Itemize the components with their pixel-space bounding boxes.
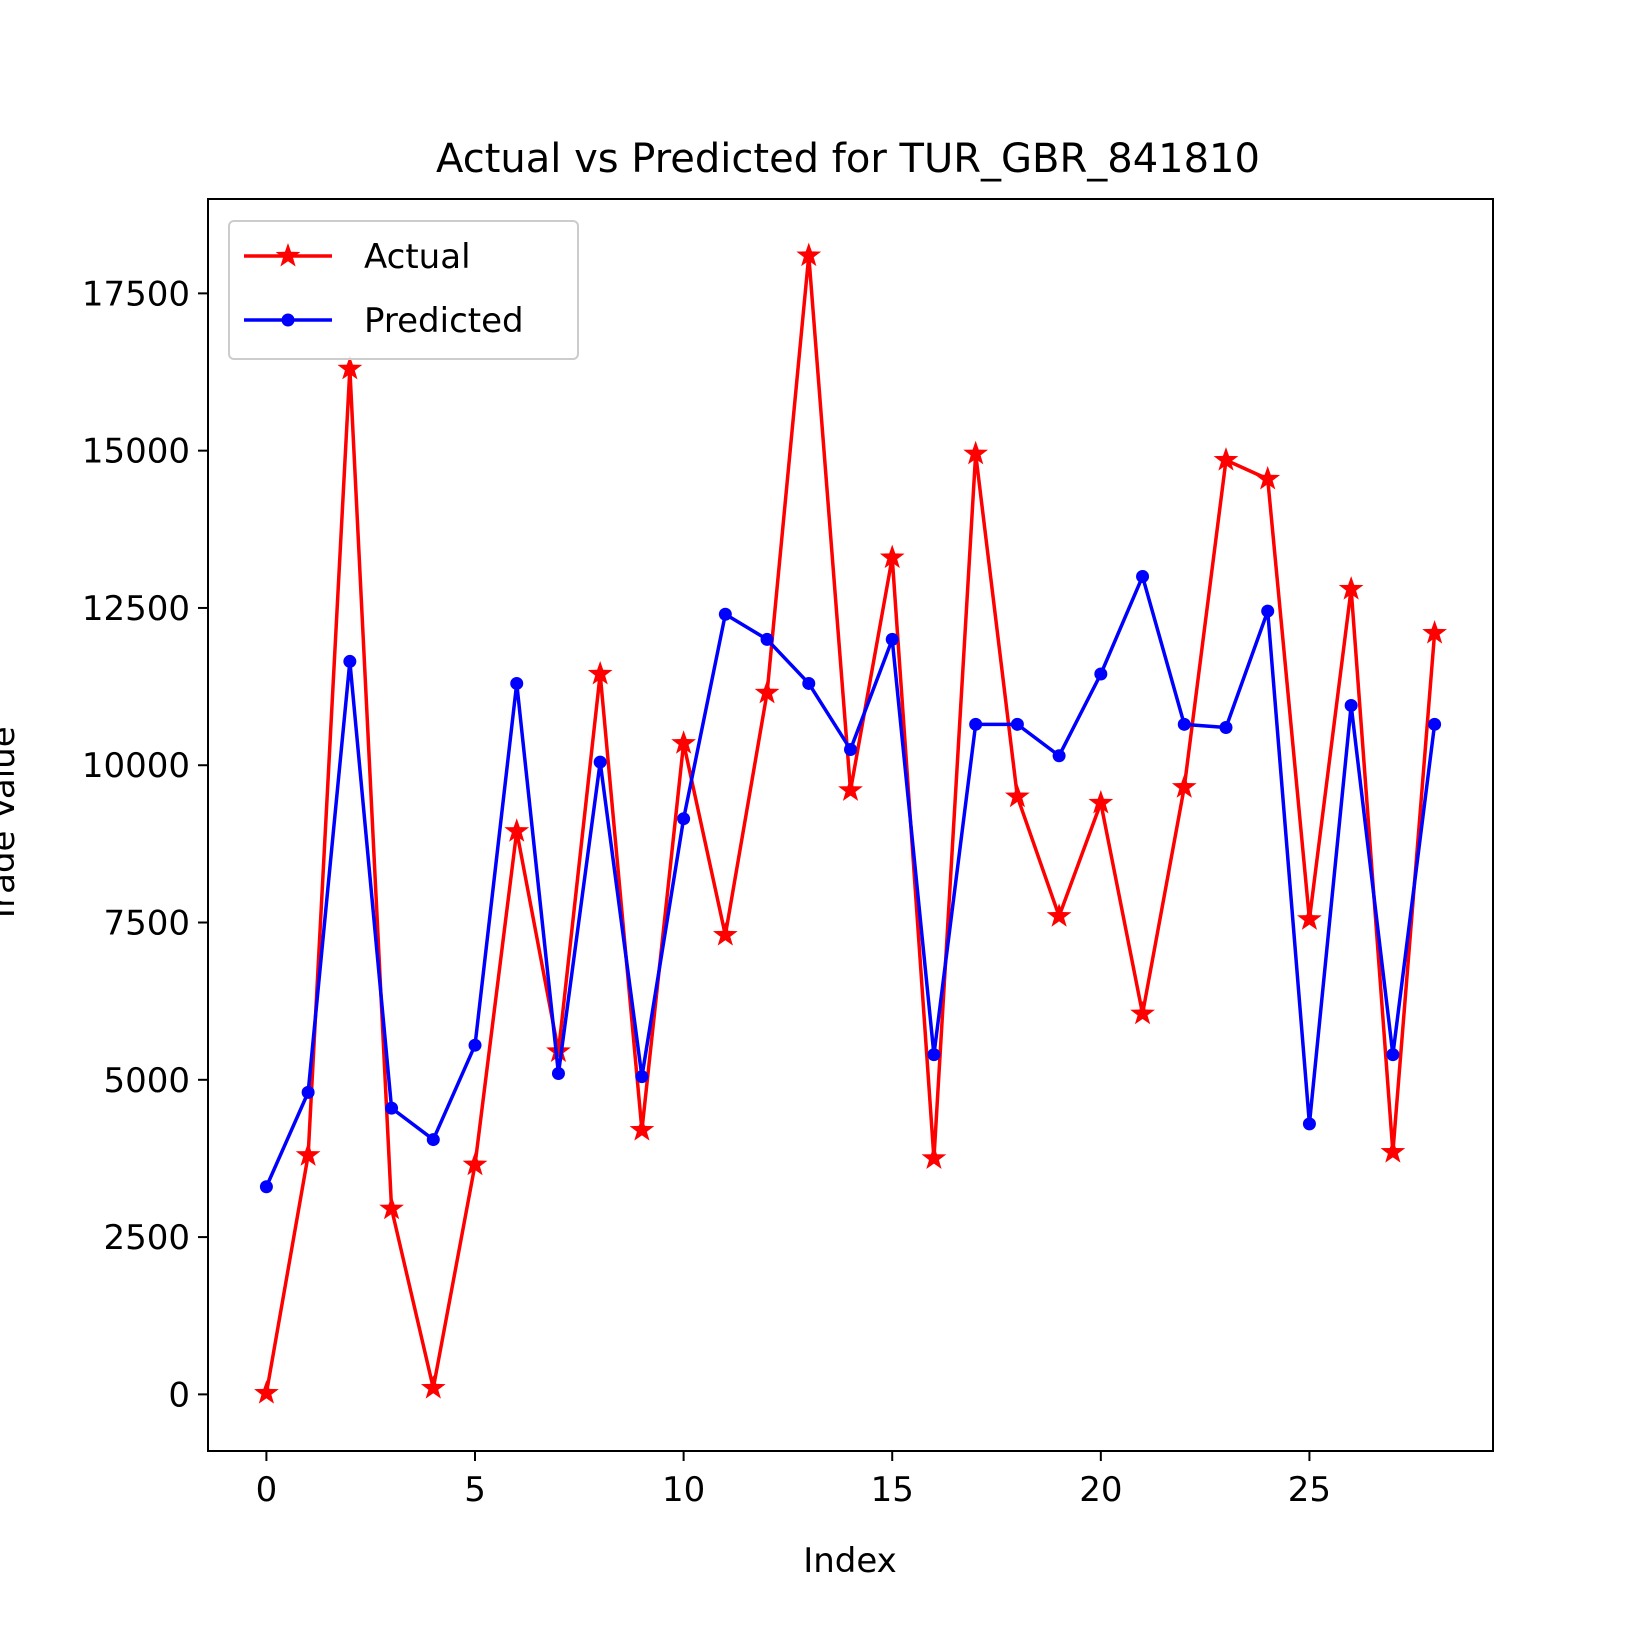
point-actual-10 [671,730,696,754]
point-actual-8 [587,661,613,685]
point-predicted-28 [1428,717,1442,731]
point-actual-2 [337,355,363,380]
point-actual-25 [1297,906,1322,930]
point-predicted-7 [551,1067,565,1081]
point-actual-27 [1380,1139,1406,1163]
point-actual-5 [462,1151,488,1176]
y-tick-label-2: 5000 [103,1061,190,1101]
point-actual-18 [1005,783,1030,808]
legend-marker-actual [275,243,301,267]
point-predicted-19 [1052,749,1066,763]
point-actual-26 [1338,576,1364,600]
x-tick-label-2: 10 [662,1470,705,1510]
point-predicted-6 [510,676,524,690]
point-actual-14 [838,777,863,801]
point-predicted-24 [1261,604,1275,618]
point-actual-1 [295,1142,321,1166]
legend-marker-predicted [281,313,295,327]
point-actual-7 [546,1038,571,1063]
point-actual-3 [379,1195,404,1220]
legend-label-actual: Actual [364,237,471,277]
point-predicted-5 [468,1038,482,1052]
legend: Actual Predicted [228,220,579,360]
point-actual-19 [1046,903,1072,927]
x-tick-label-1: 5 [464,1470,486,1510]
point-predicted-11 [718,607,732,621]
point-actual-16 [921,1145,947,1169]
point-predicted-20 [1094,667,1108,681]
x-tick-label-3: 15 [871,1470,914,1510]
point-actual-22 [1171,774,1197,798]
point-actual-4 [420,1375,446,1399]
point-actual-11 [712,922,738,946]
point-predicted-9 [635,1070,649,1084]
y-axis-label: Trade Value [0,726,23,924]
point-predicted-23 [1219,720,1233,734]
point-actual-6 [504,818,530,842]
point-actual-20 [1088,789,1114,814]
series-line-actual [264,253,1437,1394]
point-actual-13 [796,242,822,267]
point-actual-28 [1422,620,1447,644]
point-predicted-4 [426,1133,440,1147]
point-predicted-17 [969,717,983,731]
x-tick-label-4: 20 [1079,1470,1122,1510]
point-predicted-26 [1344,698,1358,712]
plot-frame [207,198,1494,1452]
point-predicted-3 [385,1101,399,1115]
point-predicted-27 [1386,1048,1400,1062]
point-actual-21 [1130,1000,1155,1025]
point-predicted-13 [802,676,816,690]
point-actual-17 [963,440,989,465]
point-actual-9 [629,1117,655,1141]
y-tick-label-7: 17500 [82,274,190,314]
point-actual-24 [1255,465,1281,490]
y-tick-label-3: 7500 [103,904,190,944]
point-predicted-21 [1136,569,1150,583]
series-line-predicted [264,574,1437,1188]
x-axis-label: Index [803,1541,897,1581]
y-tick-label-0: 0 [168,1375,190,1415]
point-predicted-14 [844,743,857,757]
y-tick-label-1: 2500 [103,1218,190,1258]
point-predicted-22 [1177,717,1191,731]
chart-title: Actual vs Predicted for TUR_GBR_841810 [436,136,1260,182]
point-predicted-12 [760,632,774,646]
point-predicted-8 [593,755,607,769]
point-predicted-1 [301,1085,315,1099]
legend-label-predicted: Predicted [364,301,524,341]
point-predicted-15 [885,632,899,646]
point-predicted-18 [1010,717,1024,731]
point-actual-12 [754,679,780,704]
y-tick-label-5: 12500 [82,589,190,629]
point-predicted-0 [259,1180,273,1194]
y-tick-label-4: 10000 [82,746,190,786]
point-actual-15 [879,544,905,569]
x-tick-label-5: 25 [1288,1470,1331,1510]
point-actual-0 [254,1380,279,1404]
y-tick-label-6: 15000 [82,432,190,472]
point-predicted-2 [343,654,357,668]
point-actual-23 [1213,447,1239,471]
x-tick-label-0: 0 [256,1470,278,1510]
point-predicted-25 [1302,1117,1316,1131]
point-predicted-10 [677,812,691,826]
point-predicted-16 [927,1048,941,1062]
